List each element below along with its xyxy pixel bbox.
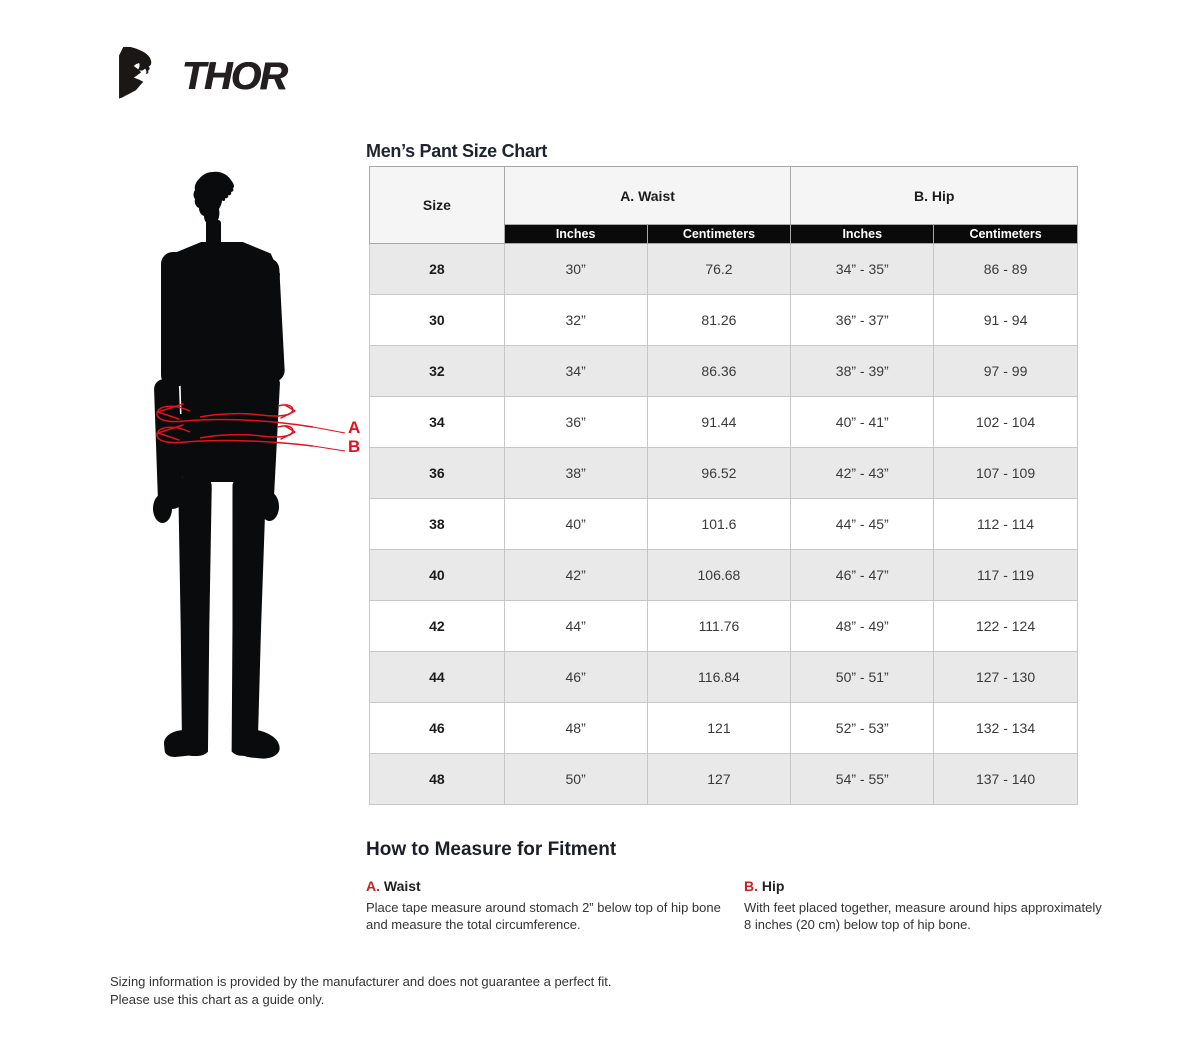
svg-text:A: A xyxy=(348,418,360,437)
svg-text:B: B xyxy=(348,437,360,456)
